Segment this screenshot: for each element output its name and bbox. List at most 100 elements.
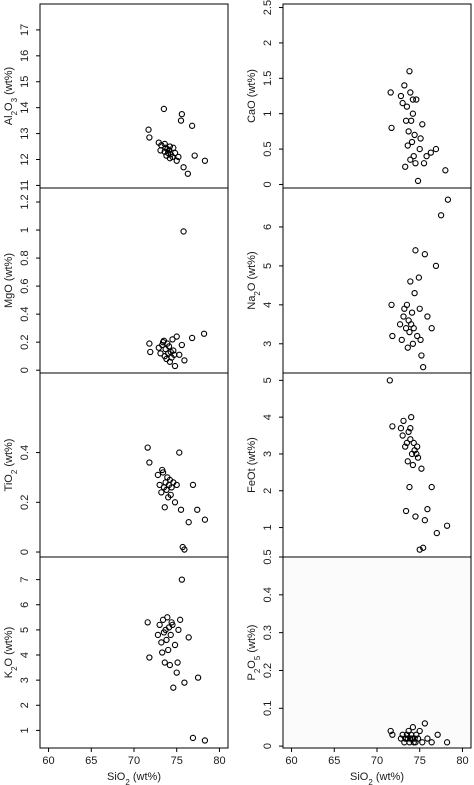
y-tick-label: 0	[19, 549, 31, 555]
data-point	[155, 344, 162, 351]
data-point	[421, 720, 429, 727]
data-point	[413, 450, 420, 458]
y-tick-label: 0.2	[262, 663, 274, 678]
data-point	[185, 519, 192, 526]
data-point	[173, 157, 180, 164]
data-point	[176, 351, 183, 358]
data-point	[407, 278, 414, 285]
y-tick-label: 4	[19, 652, 31, 658]
data-point	[161, 504, 168, 511]
data-point	[416, 145, 423, 153]
data-point	[389, 332, 396, 340]
data-point	[188, 122, 196, 129]
y-tick-label: 14	[19, 102, 31, 114]
y-tick-label: 0.4	[262, 587, 274, 602]
data-point	[409, 461, 417, 469]
data-point	[146, 340, 153, 347]
data-point	[156, 621, 163, 629]
data-point	[386, 377, 393, 384]
data-point	[397, 425, 405, 432]
y-tick-label: 17	[19, 24, 31, 36]
data-point	[432, 262, 440, 270]
data-point	[181, 679, 188, 686]
data-point	[401, 82, 408, 89]
data-point	[409, 724, 417, 731]
data-point	[412, 739, 419, 746]
y-tick-label: 0.5	[262, 141, 274, 156]
y-tick-label: 6	[262, 224, 274, 230]
data-point	[419, 544, 427, 551]
data-point	[388, 301, 395, 308]
y-tick-label: 0.2	[19, 495, 31, 510]
y-tick-label: 3	[262, 451, 274, 457]
x-tick-label: 75	[171, 755, 183, 767]
data-point	[411, 131, 418, 139]
y-tick-label: 1	[19, 227, 31, 233]
data-point	[180, 164, 187, 171]
y-tick-label: 0	[262, 181, 274, 187]
data-point	[165, 646, 172, 654]
y-tick-label: 5	[19, 627, 31, 633]
panel-k2o: 1 2 3 4 5 6 7 60 65 70 75 80 SiO2 (wt%) K2O (wt%)	[3, 556, 229, 785]
data-point	[413, 96, 420, 103]
y-tick-label: 13	[19, 127, 31, 139]
panel-cao: 0 0.5 1 1.5 2 2.5 CaO (wt%)	[246, 0, 472, 189]
plot-frame	[39, 372, 229, 558]
plot-frame	[282, 372, 472, 558]
data-point	[404, 458, 411, 465]
data-point	[160, 105, 168, 113]
data-point	[403, 439, 411, 447]
data-point	[409, 96, 417, 103]
data-point	[159, 649, 166, 656]
data-point	[415, 274, 423, 281]
data-point	[406, 328, 413, 336]
data-point	[166, 155, 174, 162]
data-point	[159, 466, 166, 474]
panel-p2o5: 0 0.1 0.2 0.3 0.4 0.5 60 65 70 75 80 SiO2 (wt%) P2O5…	[246, 549, 472, 785]
data-point	[403, 731, 411, 738]
data-point	[402, 117, 410, 124]
data-point	[404, 344, 411, 351]
data-point	[154, 471, 162, 479]
data-point	[389, 731, 396, 738]
data-point	[173, 669, 180, 676]
data-point	[402, 735, 409, 742]
data-point	[409, 340, 417, 347]
data-point	[407, 425, 414, 432]
plot-frame	[282, 3, 472, 189]
data-point	[409, 110, 417, 117]
plot-frame	[39, 3, 229, 189]
data-point	[434, 731, 441, 738]
data-point	[169, 336, 176, 343]
data-point	[418, 352, 425, 359]
data-point	[444, 196, 452, 203]
data-point	[158, 489, 165, 496]
x-tick-label: 60	[42, 755, 54, 767]
data-point	[400, 417, 407, 424]
data-point	[171, 149, 179, 157]
data-point	[412, 160, 419, 167]
data-point	[407, 89, 414, 96]
data-point	[188, 334, 196, 342]
data-point	[178, 341, 186, 349]
data-point	[389, 423, 396, 430]
data-point	[171, 499, 179, 506]
data-point	[416, 727, 423, 735]
data-point	[443, 522, 451, 529]
panel-na2o: 3 4 5 6 Na2O (wt%)	[246, 187, 472, 374]
data-point	[400, 313, 407, 320]
data-point	[408, 735, 416, 742]
y-axis-label: CaO (wt%)	[246, 69, 258, 123]
data-point	[157, 350, 164, 357]
data-point	[175, 153, 182, 161]
y-tick-label: 1	[262, 524, 274, 530]
y-tick-label: 0	[262, 743, 274, 749]
data-point	[433, 529, 440, 537]
x-tick-label: 75	[414, 755, 426, 767]
plot-frame	[39, 556, 229, 749]
y-tick-label: 15	[19, 76, 31, 88]
y-tick-label: 1.5	[262, 71, 274, 86]
x-tick-label: 60	[285, 755, 297, 767]
y-tick-label: 2	[262, 488, 274, 494]
